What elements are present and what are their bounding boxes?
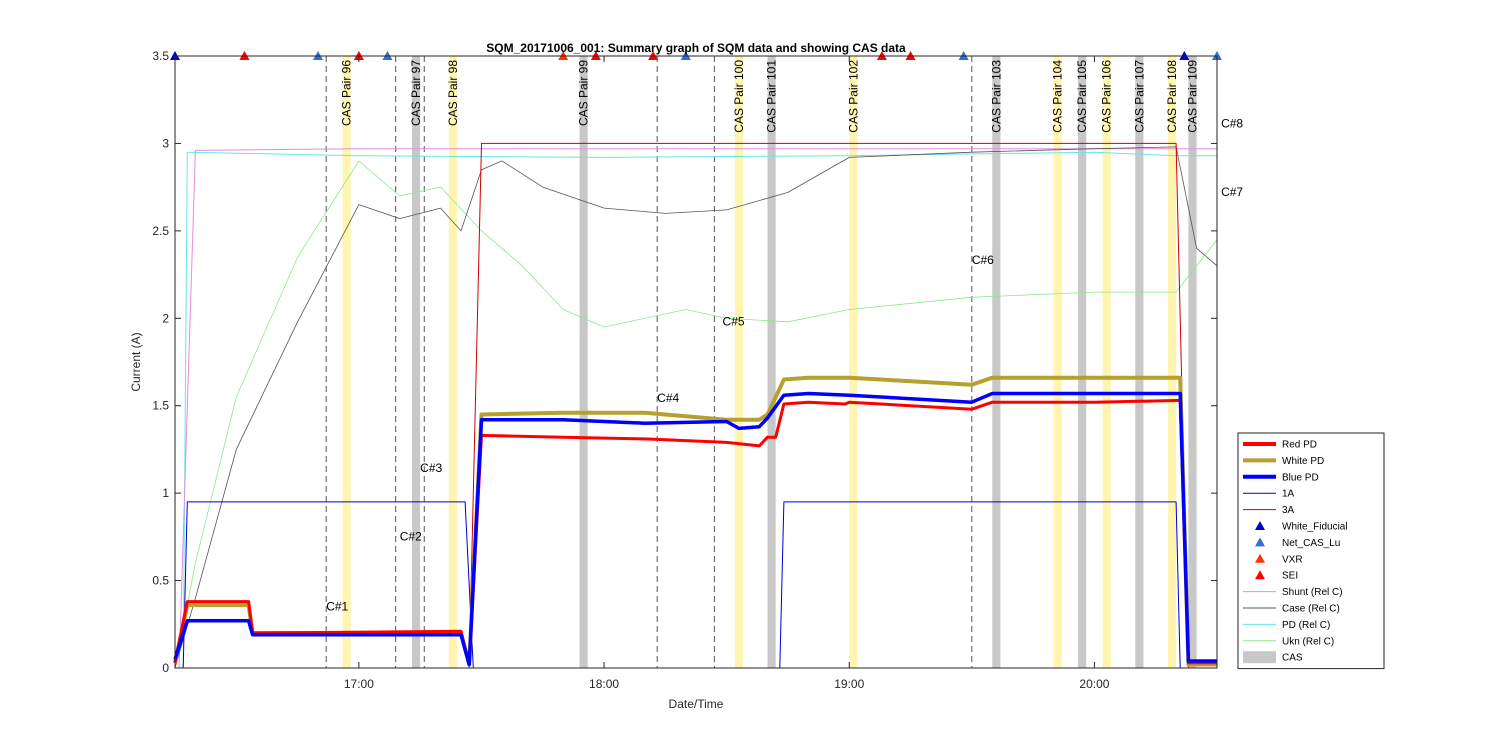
legend-label: White_Fiducial	[1282, 522, 1348, 533]
legend-swatch	[1243, 651, 1276, 664]
legend-label: White PD	[1282, 456, 1324, 467]
cas-pair-label: CAS Pair 99	[577, 60, 591, 126]
cas-band	[342, 56, 351, 668]
cas-pair-label: CAS Pair 105	[1075, 60, 1089, 133]
x-axis-label: Date/Time	[669, 697, 724, 711]
cas-band	[992, 56, 1001, 668]
cas-pair-label: CAS Pair 102	[846, 60, 860, 133]
legend-label: CAS	[1282, 653, 1303, 664]
annotation-label: C#5	[723, 314, 745, 328]
y-tick-label: 1	[162, 486, 169, 500]
legend: Red PD White PD Blue PD 1A 3A White_Fiducial N…	[1237, 432, 1385, 670]
x-tick-label: 18:00	[589, 677, 619, 691]
cas-pair-label: CAS Pair 104	[1051, 60, 1065, 133]
legend-label: SEI	[1282, 571, 1298, 582]
chart-title: SQM_20171006_001: Summary graph of SQM d…	[486, 41, 906, 55]
legend-label: PD (Rel C)	[1282, 620, 1330, 631]
cas-band	[734, 56, 743, 668]
cas-band	[767, 56, 776, 668]
cas-band	[1102, 56, 1111, 668]
series-line-red-pd	[173, 399, 1217, 666]
y-tick-label: 2	[162, 311, 169, 325]
cas-pair-label: CAS Pair 106	[1100, 60, 1114, 133]
cas-pair-label: CAS Pair 107	[1132, 60, 1146, 133]
plot-frame	[174, 55, 1218, 669]
y-tick-label: 1.5	[152, 399, 169, 413]
series-line-blue-pd	[173, 391, 1217, 667]
legend-box	[1237, 432, 1385, 670]
legend-swatch	[1255, 537, 1265, 547]
series-line-ukn	[174, 160, 1218, 669]
legend-swatch	[1255, 521, 1265, 530]
cas-pair-label: CAS Pair 100	[732, 60, 746, 133]
cas-pair-label: CAS Pair 108	[1165, 60, 1179, 133]
cas-bands: CAS Pair 96 CAS Pair 97 CAS Pair 98 CAS Pai…	[340, 56, 1199, 668]
cas-pair-label: CAS Pair 98	[446, 60, 460, 126]
y-tick-label: 3	[162, 136, 169, 150]
legend-label: Blue PD	[1282, 472, 1319, 483]
legend-swatch	[1255, 553, 1265, 563]
x-tick-label: 19:00	[834, 677, 864, 691]
legend-label: Case (Rel C)	[1282, 604, 1340, 615]
annotation-label: C#3	[420, 461, 442, 475]
y-ticks: 0 0.5 1 1.5 2 2.5 3 3.5	[152, 49, 1217, 675]
cas-band	[412, 56, 421, 668]
annotations: C#1 C#2 C#3 C#4 C#5 C#6 C#7 C#8	[326, 117, 1243, 614]
cas-band	[1135, 56, 1144, 668]
cas-band	[1053, 56, 1062, 668]
legend-label: Shunt (Rel C)	[1282, 587, 1343, 598]
x-tick-label: 17:00	[344, 677, 374, 691]
y-tick-label: 2.5	[152, 224, 169, 238]
legend-label: VXR	[1282, 554, 1303, 565]
legend-label: 1A	[1282, 489, 1295, 500]
annotation-label: C#6	[972, 253, 994, 267]
legend-label: Red PD	[1282, 440, 1317, 451]
series-line-case	[174, 146, 1218, 669]
cas-pair-label: CAS Pair 103	[989, 60, 1003, 133]
annotation-label: C#4	[657, 391, 679, 405]
y-tick-label: 3.5	[152, 49, 169, 63]
annotation-label: C#1	[326, 599, 348, 613]
annotation-label: C#2	[400, 529, 422, 543]
cas-pair-label: CAS Pair 96	[340, 60, 354, 126]
cas-band	[1188, 56, 1197, 668]
y-tick-label: 0	[162, 661, 169, 675]
cas-pair-label: CAS Pair 109	[1185, 60, 1199, 133]
cas-band	[448, 56, 457, 668]
annotation-label: C#7	[1221, 185, 1243, 199]
y-axis-label: Current (A)	[129, 332, 143, 391]
x-ticks: 17:00 18:00 19:00 20:00	[344, 56, 1110, 691]
cas-pair-label: CAS Pair 101	[765, 60, 779, 133]
cas-band	[849, 56, 858, 668]
y-tick-label: 0.5	[152, 574, 169, 588]
series-lines	[173, 142, 1218, 669]
legend-label: Net_CAS_Lu	[1282, 538, 1340, 549]
legend-label: Ukn (Rel C)	[1282, 636, 1334, 647]
cas-band	[579, 56, 588, 668]
x-tick-label: 20:00	[1079, 677, 1109, 691]
cas-band	[1078, 56, 1087, 668]
cas-pair-label: CAS Pair 97	[409, 60, 423, 126]
dashed-markers	[325, 56, 973, 668]
legend-swatch	[1255, 570, 1265, 580]
legend-label: 3A	[1282, 505, 1295, 516]
annotation-label: C#8	[1221, 117, 1243, 131]
cas-band	[1167, 56, 1177, 668]
